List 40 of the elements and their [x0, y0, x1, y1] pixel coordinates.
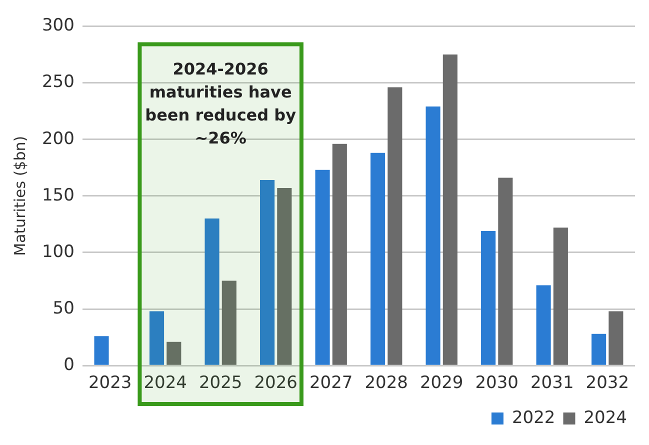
- bar: [277, 188, 292, 365]
- bar: [166, 342, 182, 365]
- bar: [536, 285, 551, 365]
- bar: [204, 218, 220, 365]
- y-tick-label: 200: [42, 128, 74, 149]
- bar: [553, 228, 568, 365]
- legend-label: 2024: [584, 408, 627, 428]
- bar: [426, 106, 440, 365]
- x-tick-label: 2031: [530, 373, 574, 394]
- y-tick-label: 150: [42, 185, 74, 206]
- bar: [370, 152, 386, 365]
- y-tick-label: 100: [42, 242, 74, 262]
- legend-label: 2022: [512, 408, 556, 428]
- bar: [388, 87, 402, 365]
- bar: [149, 311, 164, 365]
- y-axis-title: Maturities ($bn): [10, 136, 29, 256]
- bar: [498, 178, 513, 365]
- bar: [442, 54, 458, 365]
- x-tick-label: 2029: [420, 373, 464, 394]
- bar: [481, 230, 496, 365]
- y-tick-label: 300: [42, 16, 74, 36]
- bar: [332, 144, 347, 365]
- x-tick-label: 2026: [254, 373, 298, 394]
- x-tick-label: 2030: [475, 373, 518, 394]
- bar: [260, 180, 275, 365]
- bar: [592, 334, 606, 365]
- y-tick-label: 0: [64, 355, 74, 376]
- band-label: 2024-2026 maturities have been reduced by ~26%: [145, 59, 297, 148]
- bar: [608, 311, 624, 365]
- x-tick-label: 2023: [88, 373, 132, 394]
- y-tick-label: 250: [42, 72, 74, 92]
- bar: [315, 170, 330, 365]
- x-tick-label: 2028: [364, 373, 408, 394]
- x-tick-label: 2025: [198, 373, 242, 394]
- x-tick-label: 2027: [309, 373, 353, 394]
- y-tick-label: 50: [52, 298, 74, 318]
- bar: [222, 280, 236, 365]
- x-tick-label: 2032: [586, 373, 630, 394]
- x-tick-label: 2024: [144, 373, 187, 394]
- bar: [94, 336, 109, 365]
